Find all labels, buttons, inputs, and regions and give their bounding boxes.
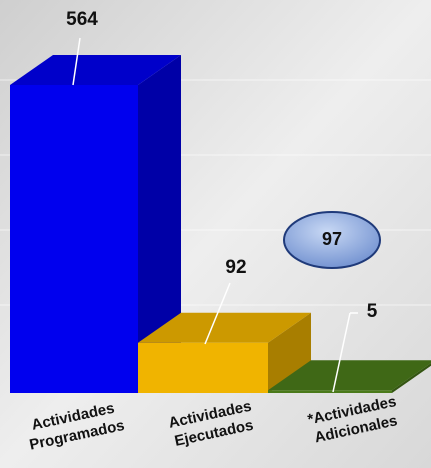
bar-top <box>138 312 311 343</box>
bars <box>10 55 431 393</box>
leader-line <box>204 282 231 345</box>
bar <box>138 342 268 393</box>
bar-side <box>392 363 431 393</box>
bar <box>10 85 138 393</box>
bar-side <box>138 55 181 393</box>
value-label: 564 <box>66 9 98 30</box>
bar <box>268 390 392 393</box>
leader-line <box>72 37 81 86</box>
value-label: 5 <box>367 301 378 322</box>
value-label: 92 <box>225 257 246 278</box>
bar-side <box>268 312 311 393</box>
annotation-bubble <box>283 211 381 269</box>
bar-top <box>10 55 181 85</box>
leader-line <box>332 312 351 393</box>
annotation-text: 97 <box>322 229 342 249</box>
bar-top <box>268 360 431 391</box>
